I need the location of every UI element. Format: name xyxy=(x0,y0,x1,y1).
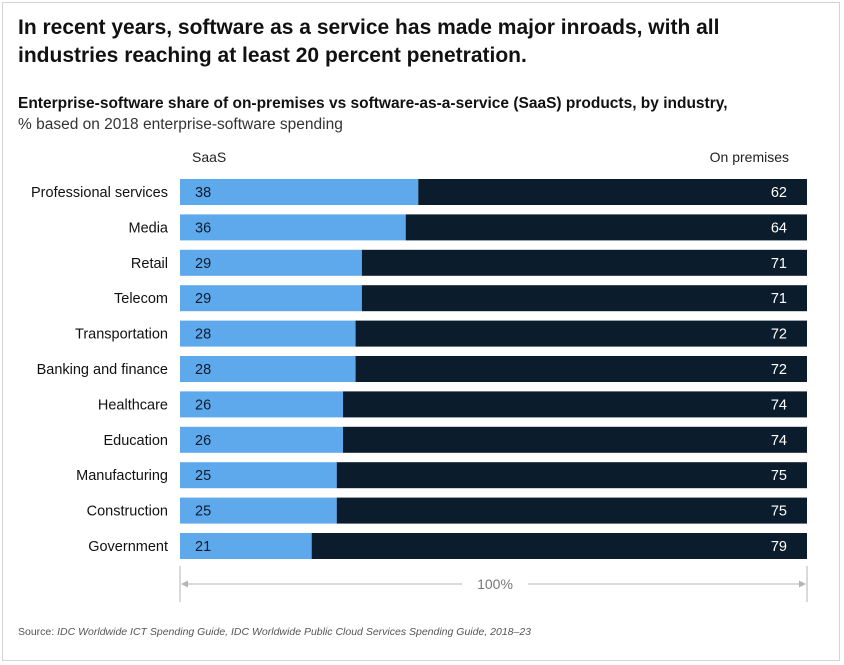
legend-on-premises: On premises xyxy=(709,149,789,165)
saas-bar-healthcare xyxy=(180,391,344,418)
saas-bar-transportation xyxy=(180,320,356,347)
category-label: Professional services xyxy=(31,185,168,201)
on-premises-bar-banking-and-finance xyxy=(355,356,807,382)
category-label: Banking and finance xyxy=(37,362,168,378)
scale-arrow-right xyxy=(799,580,806,588)
saas-value-label: 21 xyxy=(195,539,211,555)
on-premises-bar-transportation xyxy=(355,320,807,347)
on-premises-bar-education xyxy=(343,426,807,453)
source-text: IDC Worldwide ICT Spending Guide, IDC Wo… xyxy=(57,626,532,638)
saas-bar-professional-services xyxy=(180,179,419,205)
on-premises-bar-healthcare xyxy=(343,391,807,418)
saas-value-label: 36 xyxy=(195,220,211,236)
saas-value-label: 25 xyxy=(195,468,211,484)
chart-subtitle: Enterprise-software share of on-premises… xyxy=(18,93,728,135)
headline: In recent years, software as a service h… xyxy=(18,16,720,67)
saas-value-label: 38 xyxy=(195,185,211,201)
saas-bar-banking-and-finance xyxy=(180,356,356,382)
category-label: Telecom xyxy=(114,291,168,307)
subtitle-bold: Enterprise-software share of on-premises… xyxy=(18,95,728,112)
on-premises-bar-telecom xyxy=(361,285,807,312)
category-label: Healthcare xyxy=(98,397,168,413)
on-premises-value-label: 79 xyxy=(771,539,787,555)
on-premises-bar-construction xyxy=(336,497,807,524)
scale-arrow-left xyxy=(181,580,188,588)
legend-saas: SaaS xyxy=(192,149,227,165)
saas-value-label: 28 xyxy=(195,362,211,378)
saas-value-label: 29 xyxy=(195,256,211,272)
category-label: Retail xyxy=(131,256,168,272)
category-label: Manufacturing xyxy=(76,468,168,484)
on-premises-value-label: 75 xyxy=(771,468,787,484)
source-note: Source: IDC Worldwide ICT Spending Guide… xyxy=(18,626,531,638)
on-premises-value-label: 72 xyxy=(771,362,787,378)
saas-bar-manufacturing xyxy=(180,462,337,489)
saas-value-label: 25 xyxy=(195,504,211,520)
saas-bar-government xyxy=(180,533,312,559)
on-premises-value-label: 64 xyxy=(771,220,787,236)
category-label: Transportation xyxy=(75,327,168,343)
saas-value-label: 26 xyxy=(195,433,211,449)
on-premises-bar-professional-services xyxy=(418,179,807,205)
saas-bar-media xyxy=(180,214,406,241)
on-premises-bar-government xyxy=(311,533,807,559)
saas-value-label: 26 xyxy=(195,397,211,413)
on-premises-value-label: 74 xyxy=(771,433,787,449)
scale-label: 100% xyxy=(477,576,513,592)
on-premises-value-label: 71 xyxy=(771,256,787,272)
on-premises-bar-retail xyxy=(361,249,807,276)
on-premises-value-label: 72 xyxy=(771,327,787,343)
category-label: Education xyxy=(104,433,169,449)
on-premises-bar-manufacturing xyxy=(336,462,807,489)
saas-bar-telecom xyxy=(180,285,362,312)
on-premises-value-label: 71 xyxy=(771,291,787,307)
category-label: Media xyxy=(129,220,169,236)
saas-value-label: 28 xyxy=(195,327,211,343)
saas-bar-construction xyxy=(180,497,337,524)
source-prefix: Source: xyxy=(18,626,58,638)
saas-bar-education xyxy=(180,426,344,453)
on-premises-value-label: 62 xyxy=(771,185,787,201)
category-label: Construction xyxy=(87,504,168,520)
saas-bar-retail xyxy=(180,249,362,276)
category-label: Government xyxy=(88,539,168,555)
saas-value-label: 29 xyxy=(195,291,211,307)
on-premises-bar-media xyxy=(405,214,807,241)
subtitle-units: % based on 2018 enterprise-software spen… xyxy=(18,116,343,133)
on-premises-value-label: 74 xyxy=(771,397,787,413)
on-premises-value-label: 75 xyxy=(771,504,787,520)
